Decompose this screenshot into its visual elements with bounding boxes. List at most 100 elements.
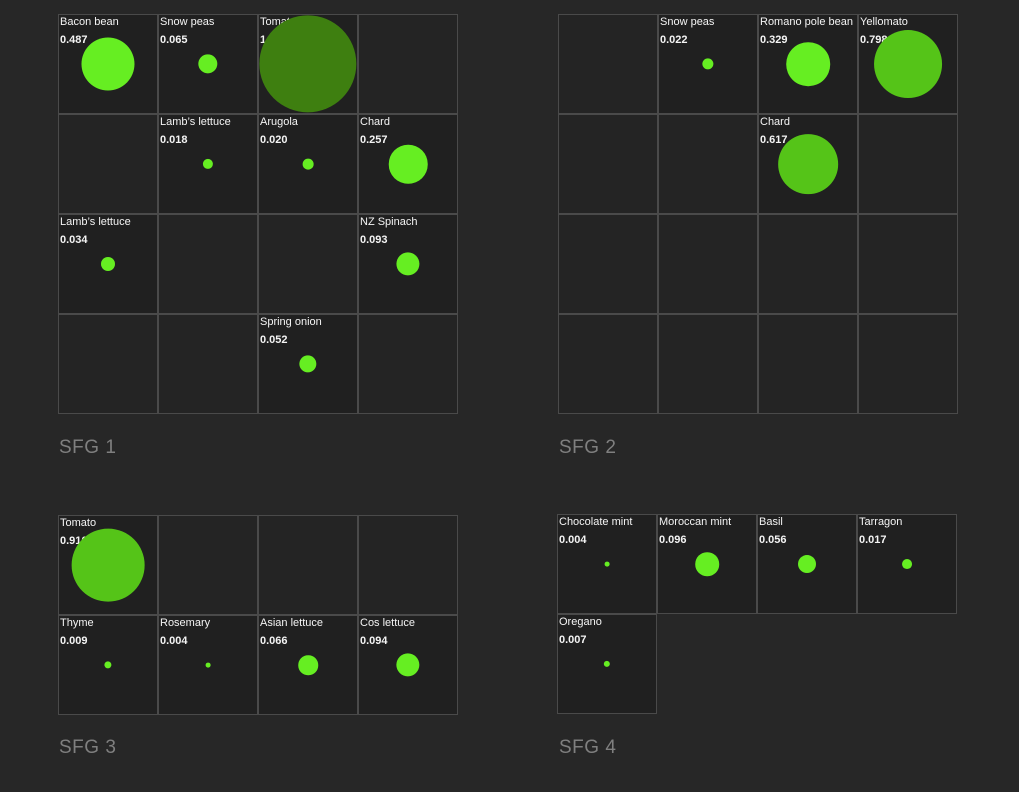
empty-square xyxy=(358,14,458,114)
yield-dot-marker xyxy=(71,528,145,602)
plant-square[interactable]: Snow peas 0.065 xyxy=(158,14,258,114)
empty-square xyxy=(758,214,858,314)
empty-square xyxy=(358,515,458,615)
plant-name: Snow peas xyxy=(660,16,715,28)
yield-dot-marker xyxy=(388,144,428,184)
plant-name: Yellomato xyxy=(860,16,908,28)
yield-dot-marker xyxy=(302,158,314,170)
plant-name: Chocolate mint xyxy=(559,516,633,528)
plant-square[interactable]: Romano pole bean 0.329 xyxy=(758,14,858,114)
empty-square xyxy=(858,214,958,314)
plant-square[interactable]: Spring onion 0.052 xyxy=(258,314,358,414)
empty-square xyxy=(658,114,758,214)
bed-grid: Snow peas 0.022 Romano pole bean 0.329 Yello… xyxy=(558,14,958,414)
yield-dot-marker xyxy=(101,257,115,271)
bed-sfg-3: Tomato 0.916 Thyme 0.009 Rosemary 0.004 Asian … xyxy=(58,515,459,716)
yield-dot-marker xyxy=(798,555,816,573)
yield-dot-marker xyxy=(298,655,318,675)
plant-name: Snow peas xyxy=(160,16,215,28)
plant-name: NZ Spinach xyxy=(360,216,418,228)
plant-name: Thyme xyxy=(60,617,94,629)
plant-square[interactable]: Oregano 0.007 xyxy=(557,614,657,714)
plant-square[interactable]: Bacon bean 0.487 xyxy=(58,14,158,114)
plant-square[interactable]: Tomato 0.916 xyxy=(58,515,158,615)
yield-dot-marker xyxy=(786,42,830,86)
bed-caption: SFG 3 xyxy=(59,737,117,758)
yield-dot-marker xyxy=(874,30,942,98)
bed-sfg-2: Snow peas 0.022 Romano pole bean 0.329 Yello… xyxy=(558,14,959,415)
plant-value: 0.096 xyxy=(659,534,687,546)
bed-grid: Tomato 0.916 Thyme 0.009 Rosemary 0.004 Asian … xyxy=(58,515,458,715)
plant-square[interactable]: Cos lettuce 0.094 xyxy=(358,615,458,715)
empty-square xyxy=(558,14,658,114)
plant-name: Tarragon xyxy=(859,516,903,528)
plant-name: Chard xyxy=(360,116,390,128)
empty-square xyxy=(58,114,158,214)
bed-caption: SFG 4 xyxy=(559,737,617,758)
plant-name: Bacon bean xyxy=(60,16,119,28)
bed-caption: SFG 2 xyxy=(559,437,617,458)
plant-name: Moroccan mint xyxy=(659,516,732,528)
bed-grid: Chocolate mint 0.004 Moroccan mint 0.096 Bas… xyxy=(557,514,957,714)
yield-dot-marker xyxy=(695,552,719,576)
plant-name: Lamb’s lettuce xyxy=(60,216,131,228)
plant-name: Asian lettuce xyxy=(260,617,323,629)
plant-square[interactable]: Lamb’s lettuce 0.018 xyxy=(158,114,258,214)
plant-value: 0.009 xyxy=(60,635,88,647)
yield-dot-marker xyxy=(205,662,211,668)
empty-square xyxy=(158,214,258,314)
plant-name: Lamb’s lettuce xyxy=(160,116,231,128)
plant-square[interactable]: Thyme 0.009 xyxy=(58,615,158,715)
bed-sfg-1: Bacon bean 0.487 Snow peas 0.065 Tomato1.640… xyxy=(58,14,459,415)
plant-square[interactable]: Chard 0.617 xyxy=(758,114,858,214)
plant-value: 0.329 xyxy=(760,34,788,46)
empty-square xyxy=(558,214,658,314)
empty-square xyxy=(358,314,458,414)
plant-value: 0.004 xyxy=(559,534,587,546)
bed-sfg-4: Chocolate mint 0.004 Moroccan mint 0.096 Bas… xyxy=(557,514,958,715)
plant-name: Arugola xyxy=(260,116,298,128)
plant-value: 0.617 xyxy=(760,134,788,146)
plant-name: Spring onion xyxy=(260,316,322,328)
plant-name: Romano pole bean xyxy=(760,16,853,28)
empty-square xyxy=(158,515,258,615)
yield-dot-marker xyxy=(603,660,611,668)
plant-square[interactable]: Yellomato 0.798 xyxy=(858,14,958,114)
empty-square xyxy=(658,214,758,314)
yield-dot-marker xyxy=(104,661,112,669)
plant-square[interactable]: Moroccan mint 0.096 xyxy=(657,514,757,614)
bed-grid: Bacon bean 0.487 Snow peas 0.065 Tomato1.640… xyxy=(58,14,458,414)
plant-square[interactable]: Tarragon 0.017 xyxy=(857,514,957,614)
plant-square[interactable]: Chard 0.257 xyxy=(358,114,458,214)
plant-square[interactable]: Rosemary 0.004 xyxy=(158,615,258,715)
bed-caption: SFG 1 xyxy=(59,437,117,458)
empty-square xyxy=(558,314,658,414)
yield-dot-marker xyxy=(259,15,357,113)
plant-square[interactable]: NZ Spinach 0.093 xyxy=(358,214,458,314)
plant-square[interactable]: Chocolate mint 0.004 xyxy=(557,514,657,614)
plant-value: 0.066 xyxy=(260,635,288,647)
plant-name: Basil xyxy=(759,516,783,528)
plant-value: 0.257 xyxy=(360,134,388,146)
plant-value: 0.065 xyxy=(160,34,188,46)
empty-square xyxy=(558,114,658,214)
yield-dot-marker xyxy=(396,653,420,677)
plant-name: Cos lettuce xyxy=(360,617,416,629)
plant-square[interactable]: Snow peas 0.022 xyxy=(658,14,758,114)
plant-square[interactable]: Tomato1.640 xyxy=(258,14,358,114)
plant-value: 0.004 xyxy=(160,635,188,647)
yield-dot-marker xyxy=(396,252,420,276)
yield-dot-marker xyxy=(778,134,838,194)
plant-square[interactable]: Basil 0.056 xyxy=(757,514,857,614)
plant-square[interactable]: Asian lettuce 0.066 xyxy=(258,615,358,715)
empty-square xyxy=(158,314,258,414)
plant-square[interactable]: Arugola 0.020 xyxy=(258,114,358,214)
plant-name: Oregano xyxy=(559,616,602,628)
empty-square xyxy=(258,515,358,615)
plant-value: 0.022 xyxy=(660,34,688,46)
plant-square[interactable]: Lamb’s lettuce 0.034 xyxy=(58,214,158,314)
yield-dot-marker xyxy=(81,37,135,91)
plant-name: Chard xyxy=(760,116,790,128)
empty-square xyxy=(758,314,858,414)
plant-value: 0.052 xyxy=(260,334,288,346)
